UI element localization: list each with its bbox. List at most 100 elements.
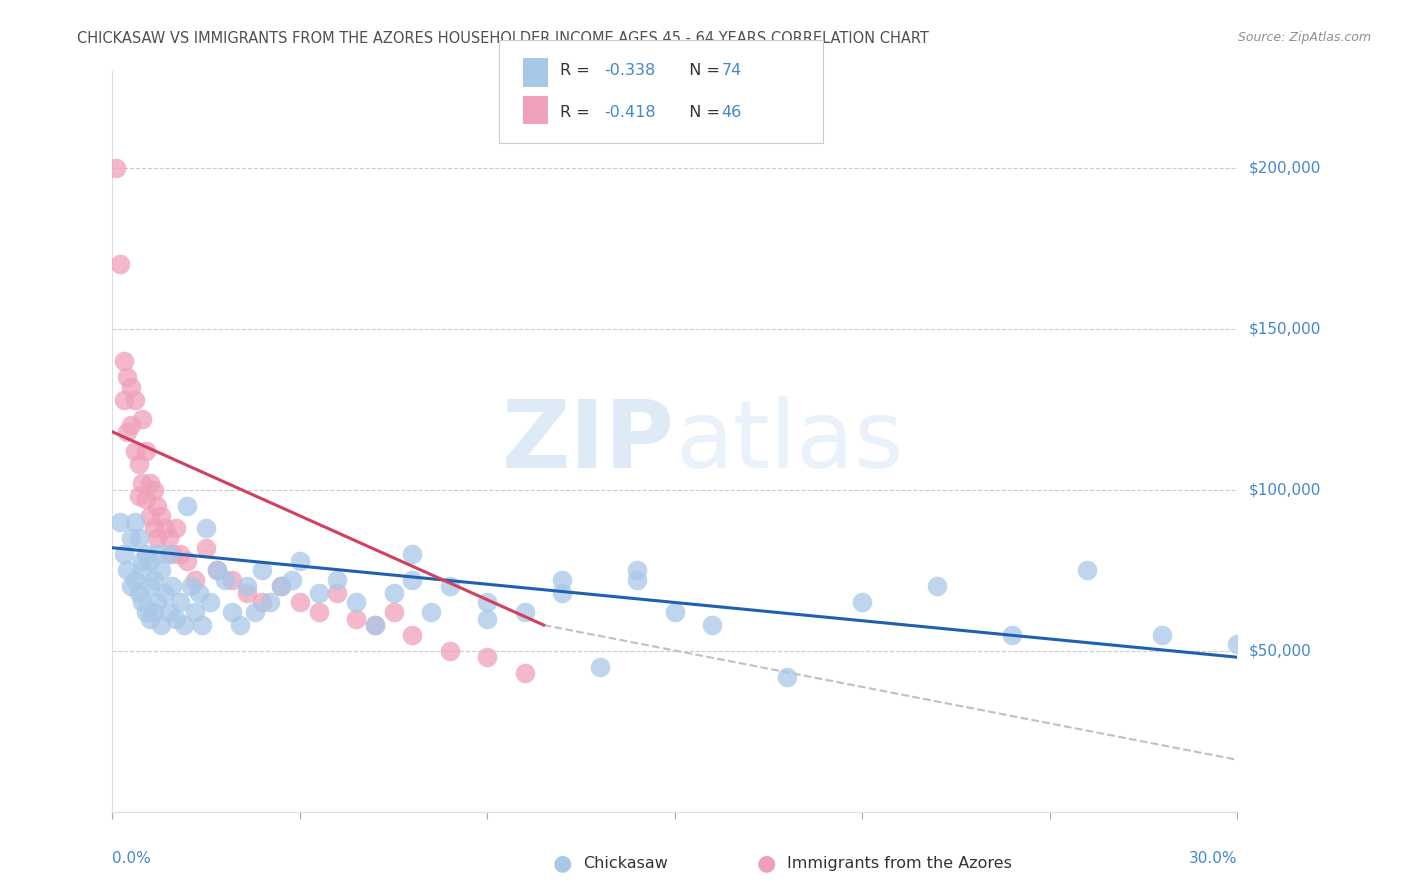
- Point: [184, 605, 207, 619]
- Point: [626, 573, 648, 587]
- Point: [146, 531, 169, 545]
- Point: [165, 521, 187, 535]
- Point: [198, 595, 221, 609]
- Text: $50,000: $50,000: [1249, 643, 1312, 658]
- Point: [551, 586, 574, 600]
- Point: [135, 605, 157, 619]
- Point: [139, 508, 162, 523]
- Text: 74: 74: [721, 63, 741, 78]
- Point: [221, 605, 243, 619]
- Point: [180, 579, 202, 593]
- Point: [382, 586, 405, 600]
- Text: Immigrants from the Azores: Immigrants from the Azores: [787, 856, 1012, 871]
- Text: Source: ZipAtlas.com: Source: ZipAtlas.com: [1237, 31, 1371, 45]
- Text: 46: 46: [721, 104, 741, 120]
- Point: [477, 650, 499, 665]
- Point: [439, 579, 461, 593]
- Point: [135, 547, 157, 561]
- Text: R =: R =: [560, 63, 595, 78]
- Point: [112, 392, 135, 407]
- Point: [128, 531, 150, 545]
- Point: [173, 618, 195, 632]
- Point: [139, 476, 162, 491]
- Point: [157, 547, 180, 561]
- Point: [142, 605, 165, 619]
- Point: [259, 595, 281, 609]
- Text: N =: N =: [679, 104, 725, 120]
- Point: [927, 579, 949, 593]
- Point: [184, 573, 207, 587]
- Point: [150, 618, 173, 632]
- Text: $100,000: $100,000: [1249, 483, 1320, 498]
- Point: [1152, 628, 1174, 642]
- Point: [236, 579, 259, 593]
- Point: [308, 586, 330, 600]
- Point: [401, 573, 423, 587]
- Point: [128, 489, 150, 503]
- Point: [153, 521, 176, 535]
- Point: [117, 563, 139, 577]
- Point: [477, 595, 499, 609]
- Point: [108, 515, 131, 529]
- Point: [105, 161, 128, 175]
- Point: [120, 531, 142, 545]
- Point: [124, 392, 146, 407]
- Point: [146, 499, 169, 513]
- Point: [288, 595, 311, 609]
- Point: [214, 573, 236, 587]
- Point: [207, 563, 229, 577]
- Point: [1226, 637, 1249, 651]
- Point: [157, 605, 180, 619]
- Point: [120, 579, 142, 593]
- Point: [401, 547, 423, 561]
- Point: [124, 573, 146, 587]
- Point: [108, 258, 131, 272]
- Point: [308, 605, 330, 619]
- Point: [1076, 563, 1098, 577]
- Point: [221, 573, 243, 587]
- Text: $150,000: $150,000: [1249, 321, 1320, 336]
- Point: [169, 547, 191, 561]
- Point: [270, 579, 292, 593]
- Point: [146, 595, 169, 609]
- Point: [142, 483, 165, 497]
- Text: -0.418: -0.418: [605, 104, 657, 120]
- Text: $200,000: $200,000: [1249, 161, 1320, 176]
- Point: [229, 618, 252, 632]
- Text: ●: ●: [553, 854, 572, 873]
- Point: [851, 595, 873, 609]
- Point: [191, 618, 214, 632]
- Text: Chickasaw: Chickasaw: [583, 856, 668, 871]
- Point: [135, 444, 157, 458]
- Point: [176, 499, 198, 513]
- Point: [243, 605, 266, 619]
- Text: atlas: atlas: [675, 395, 903, 488]
- Point: [176, 554, 198, 568]
- Point: [252, 563, 274, 577]
- Point: [420, 605, 443, 619]
- Point: [112, 547, 135, 561]
- Text: ZIP: ZIP: [502, 395, 675, 488]
- Point: [326, 586, 349, 600]
- Point: [131, 554, 153, 568]
- Point: [139, 579, 162, 593]
- Point: [128, 457, 150, 471]
- Point: [281, 573, 304, 587]
- Point: [162, 579, 184, 593]
- Text: ●: ●: [756, 854, 776, 873]
- Point: [401, 628, 423, 642]
- Point: [207, 563, 229, 577]
- Point: [664, 605, 686, 619]
- Text: R =: R =: [560, 104, 595, 120]
- Text: CHICKASAW VS IMMIGRANTS FROM THE AZORES HOUSEHOLDER INCOME AGES 45 - 64 YEARS CO: CHICKASAW VS IMMIGRANTS FROM THE AZORES …: [77, 31, 929, 46]
- Point: [157, 531, 180, 545]
- Point: [195, 541, 218, 555]
- Point: [195, 521, 218, 535]
- Point: [1001, 628, 1024, 642]
- Text: N =: N =: [679, 63, 725, 78]
- Point: [236, 586, 259, 600]
- Point: [131, 595, 153, 609]
- Point: [169, 595, 191, 609]
- Point: [150, 563, 173, 577]
- Point: [120, 418, 142, 433]
